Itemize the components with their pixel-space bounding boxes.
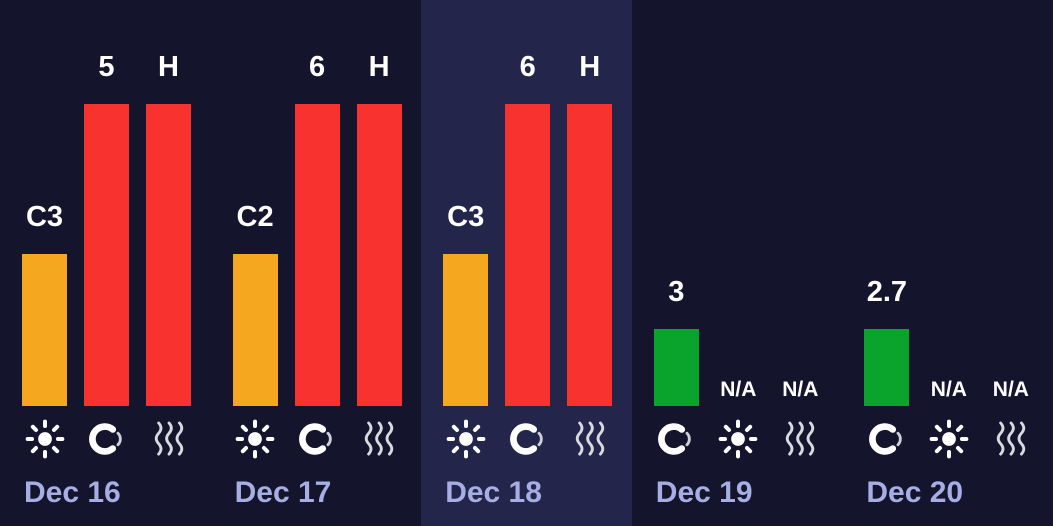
- waves-icon: [567, 418, 612, 460]
- metric-slot-sun: N/A: [926, 378, 971, 406]
- metric-slot-magnet: 6: [505, 50, 551, 406]
- sun-icon: [716, 419, 761, 459]
- metric-slot-magnet: 2.7: [864, 275, 910, 406]
- magnet-icon: [654, 421, 699, 457]
- na-label: N/A: [930, 378, 967, 401]
- day-column[interactable]: 2.7 N/A N/A Dec 20: [842, 0, 1053, 526]
- waves-icon: [357, 418, 402, 460]
- waves-bar: [567, 104, 613, 406]
- day-column[interactable]: 3 N/A N/A Dec 19: [632, 0, 843, 526]
- day-date-label: Dec 18: [445, 476, 542, 509]
- bar-value-label: 2.7: [866, 276, 908, 308]
- metric-slot-magnet: 3: [653, 275, 699, 406]
- day-bars: C3 6 H: [421, 18, 632, 406]
- waves-icon: [988, 418, 1033, 460]
- day-bars: 3 N/A N/A: [632, 18, 843, 406]
- day-icons: [0, 406, 211, 472]
- magnet-icon: [295, 421, 340, 457]
- na-label: N/A: [992, 378, 1029, 401]
- day-bars: C2 6 H: [211, 18, 422, 406]
- day-bars: C3 5 H: [0, 18, 211, 406]
- waves-icon: [778, 418, 823, 460]
- magnet-bar: [864, 329, 910, 406]
- metric-slot-waves: N/A: [988, 378, 1033, 406]
- metric-slot-waves: H: [146, 50, 191, 406]
- sun-icon: [926, 419, 971, 459]
- magnet-icon: [505, 421, 550, 457]
- magnet-bar: [84, 104, 129, 406]
- metric-slot-sun: C3: [443, 200, 489, 406]
- metric-slot-sun: N/A: [716, 378, 761, 406]
- day-column[interactable]: C3 5 H Dec 16: [0, 0, 211, 526]
- magnet-icon: [84, 421, 129, 457]
- bar-value-label: 6: [519, 51, 536, 83]
- magnet-bar: [294, 104, 340, 406]
- day-date-label: Dec 20: [866, 476, 964, 509]
- day-date-label: Dec 19: [655, 476, 753, 509]
- bar-value-label: C3: [447, 201, 485, 233]
- metric-slot-waves: H: [356, 50, 402, 406]
- bar-value-label: C3: [25, 201, 64, 233]
- sun-bar: [22, 254, 67, 406]
- bar-value-label: 6: [309, 51, 326, 83]
- sun-icon: [233, 419, 278, 459]
- day-column[interactable]: C2 6 H Dec 17: [211, 0, 422, 526]
- bar-value-label: H: [158, 51, 179, 83]
- day-date-label: Dec 17: [234, 476, 332, 509]
- day-icons: [632, 406, 843, 472]
- metric-slot-magnet: 5: [84, 50, 129, 406]
- metric-slot-waves: H: [567, 50, 613, 406]
- bar-value-label: 3: [668, 276, 685, 308]
- waves-icon: [146, 418, 191, 460]
- day-date-label: Dec 16: [24, 476, 121, 509]
- metric-slot-magnet: 6: [294, 50, 340, 406]
- bar-value-label: C2: [236, 201, 274, 233]
- magnet-bar: [505, 104, 551, 406]
- waves-bar: [356, 104, 402, 406]
- day-icons: [842, 406, 1053, 472]
- day-icons: [211, 406, 422, 472]
- metric-slot-sun: C3: [22, 200, 67, 406]
- day-icons: [421, 406, 632, 472]
- magnet-icon: [864, 421, 909, 457]
- na-label: N/A: [782, 378, 819, 401]
- bar-value-label: H: [368, 51, 390, 83]
- sun-icon: [22, 419, 67, 459]
- bar-value-label: H: [579, 51, 601, 83]
- sun-icon: [443, 419, 488, 459]
- day-bars: 2.7 N/A N/A: [842, 18, 1053, 406]
- metric-slot-waves: N/A: [778, 378, 823, 406]
- sun-bar: [443, 254, 489, 406]
- sun-bar: [232, 254, 278, 406]
- na-label: N/A: [720, 378, 757, 401]
- day-column[interactable]: C3 6 H Dec 18: [421, 0, 632, 526]
- magnet-bar: [653, 329, 699, 406]
- metric-slot-sun: C2: [232, 200, 278, 406]
- waves-bar: [146, 104, 191, 406]
- bar-value-label: 5: [98, 51, 115, 83]
